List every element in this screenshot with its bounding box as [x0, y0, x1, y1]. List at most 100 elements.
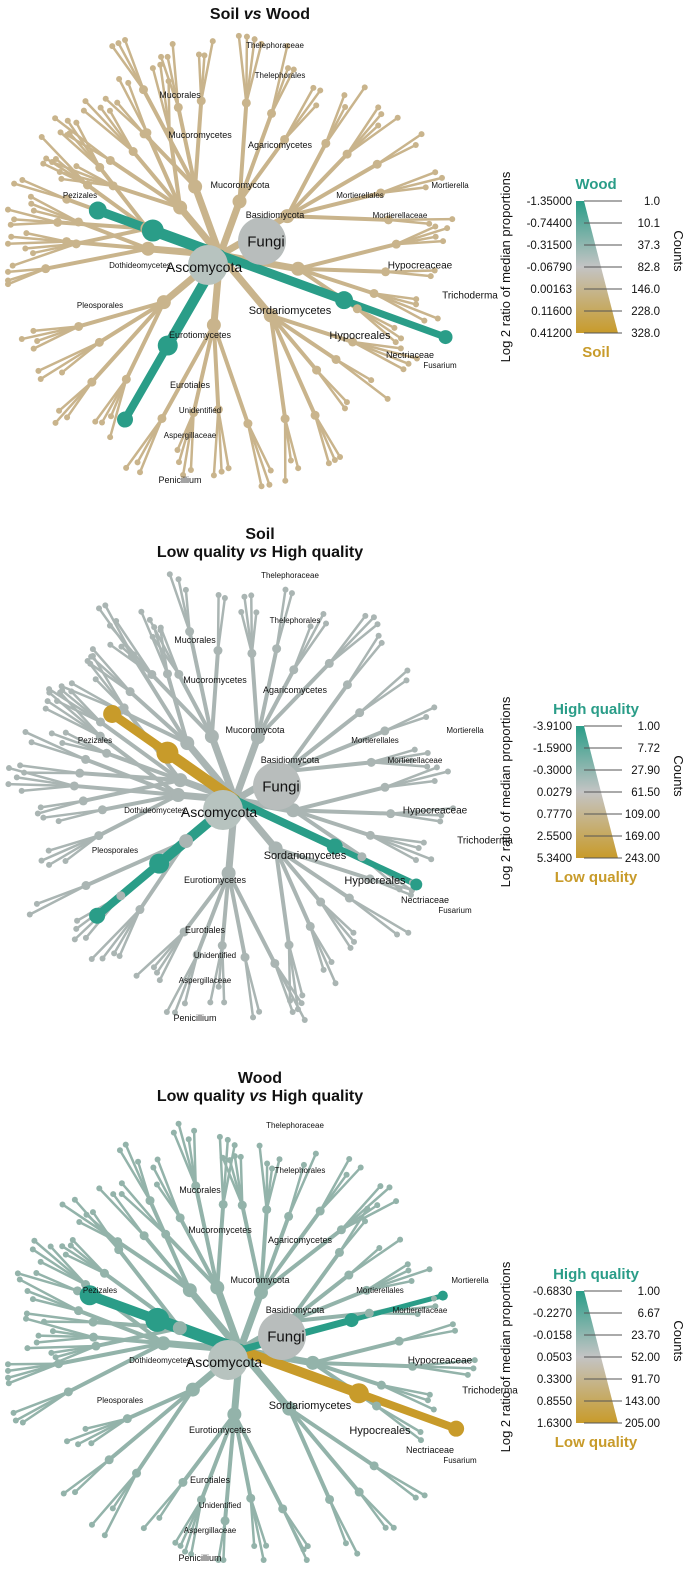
tree-edge [58, 691, 102, 738]
tree-node-label: Mucoromycetes [168, 130, 232, 140]
tree-edge [216, 596, 227, 652]
tree-node-label: Thelephoraceae [246, 41, 304, 50]
tree-node [37, 804, 44, 811]
tree-edges [7, 572, 455, 1022]
tree-node [343, 399, 350, 406]
tree-node [188, 245, 228, 285]
tree-node-label: Eurotiomycetes [169, 330, 232, 340]
tree-edge [296, 266, 376, 296]
tree-node [336, 1225, 346, 1235]
tree-node [195, 51, 202, 58]
tree-edge [159, 323, 216, 421]
tree-node [324, 658, 334, 668]
tree-edge [192, 1129, 197, 1188]
tree-edge [176, 105, 198, 189]
tree-edge [47, 834, 101, 852]
tree-node [299, 992, 306, 999]
tree-node [157, 627, 164, 634]
tree-edge [195, 871, 231, 957]
tree-node [376, 1245, 383, 1252]
tree-edge [71, 1238, 106, 1275]
tree-edge [375, 1404, 423, 1442]
tree-node-label: Thelephorales [255, 71, 306, 80]
tree-edge [369, 834, 433, 861]
tree-node [432, 169, 439, 176]
tree-node [33, 1270, 40, 1277]
tree-node [284, 940, 294, 950]
tree-node-label: Agaricomycetes [263, 685, 328, 695]
tree-node [42, 705, 49, 712]
tree-node [56, 407, 63, 414]
tree-node [341, 92, 348, 99]
tree-node [49, 1328, 56, 1335]
tree-node [444, 225, 451, 232]
tree-edge [215, 1202, 226, 1290]
tree-node [103, 704, 122, 723]
tree-node [253, 1285, 268, 1300]
tree-node [316, 897, 326, 907]
tree-edge [287, 1288, 369, 1324]
panel-wood-quality: Wood Low quality vs High quality Fungi As… [0, 1060, 697, 1570]
tree-edge [231, 733, 262, 804]
tree-node [94, 337, 104, 347]
tree-edge [35, 1271, 79, 1293]
tree-node [31, 1237, 38, 1244]
legend-count-value: 205.00 [625, 1418, 660, 1430]
tree-node [342, 149, 352, 159]
tree-edge [249, 651, 260, 740]
tree-edge [91, 1335, 166, 1346]
tree-node [397, 345, 404, 352]
legend-ratio-value: -0.06790 [527, 262, 572, 274]
tree-node-label: Fungi [262, 778, 300, 795]
legend-count-value: 1.00 [638, 1286, 660, 1298]
tree-node [240, 952, 250, 962]
tree-node [218, 468, 225, 475]
tree-node [263, 308, 278, 323]
tree-node [158, 53, 165, 60]
tree-node [45, 847, 52, 854]
tree-node [289, 665, 299, 675]
tree-node [326, 838, 343, 855]
tree-node [88, 201, 107, 220]
tree-node [24, 1345, 31, 1352]
tree-node [267, 467, 274, 474]
tree-edge [148, 1198, 192, 1293]
tree-node [390, 1524, 397, 1531]
tree-node [95, 717, 105, 727]
tree-node [258, 483, 265, 490]
tree-node [125, 687, 135, 697]
tree-node [38, 857, 45, 864]
tree-node [58, 683, 65, 690]
tree-node [145, 1307, 170, 1332]
tree-edge [163, 1232, 220, 1290]
tree-node [325, 460, 332, 467]
tree-edge [383, 779, 436, 789]
tree-node [256, 1008, 263, 1015]
tree-node [185, 1136, 192, 1143]
tree-node [88, 1440, 95, 1447]
tree-node [115, 40, 122, 47]
tree-node [191, 1181, 201, 1191]
tree-labels: Fungi Ascomycota Basidiomycota Mucoromycota… [83, 1121, 518, 1563]
tree-node [269, 1165, 276, 1172]
tree-node [227, 1407, 242, 1422]
legend-ratio-value: -1.5900 [533, 743, 572, 755]
tree-node-label: Trichoderma [442, 291, 498, 302]
tree-edge [7, 782, 76, 788]
tree-edge [318, 1166, 362, 1213]
tree-node [250, 730, 265, 745]
tree-node [331, 354, 341, 364]
tree-edge [70, 690, 102, 724]
tree-node [178, 1477, 188, 1487]
tree-node [231, 1142, 238, 1149]
legend-counts-title: Counts [671, 755, 686, 797]
tree-edge [245, 35, 249, 105]
tree-node [411, 746, 418, 753]
tree-edge [380, 1383, 436, 1411]
tree-nodes [5, 571, 457, 1023]
tree-node [298, 1000, 305, 1007]
tree-edge [328, 616, 376, 665]
tree-edge [245, 42, 263, 105]
tree-node [280, 134, 290, 144]
tree-node [62, 237, 72, 247]
